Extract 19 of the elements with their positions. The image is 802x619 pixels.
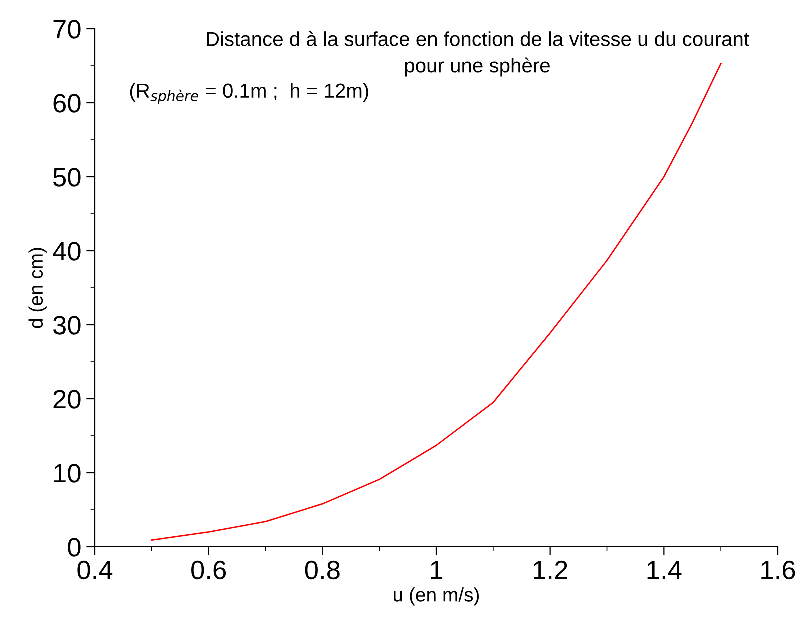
y-tick-label: 60 [54, 94, 81, 113]
x-tick-label: 0.8 [305, 560, 340, 580]
y-tick-label: 30 [53, 316, 81, 335]
y-axis-title: d (en cm) [28, 248, 47, 328]
y-tick-label: 50 [54, 168, 81, 187]
y-tick-label: 40 [53, 242, 81, 261]
x-tick-label: 0.6 [192, 560, 226, 580]
x-tick-label: 1 [431, 561, 443, 580]
x-tick-label: 1.2 [534, 560, 568, 580]
y-tick-label: 70 [54, 20, 81, 39]
annotation: (R$_{sphère}$ = 0.1m ; h = 12m) [130, 83, 368, 104]
x-tick-label: 1.4 [648, 561, 682, 580]
x-tick-label: 1.6 [762, 560, 796, 580]
x-tick-label: 0.4 [78, 560, 113, 580]
y-tick-label: 20 [54, 390, 81, 409]
x-axis-title: u (en m/s) [394, 588, 480, 606]
y-tick-label: 0 [68, 538, 81, 557]
y-tick-label: 10 [54, 464, 81, 483]
text: Distance d à la surface en fonction de la vitesse u du courant pour une sphère [207, 31, 750, 77]
